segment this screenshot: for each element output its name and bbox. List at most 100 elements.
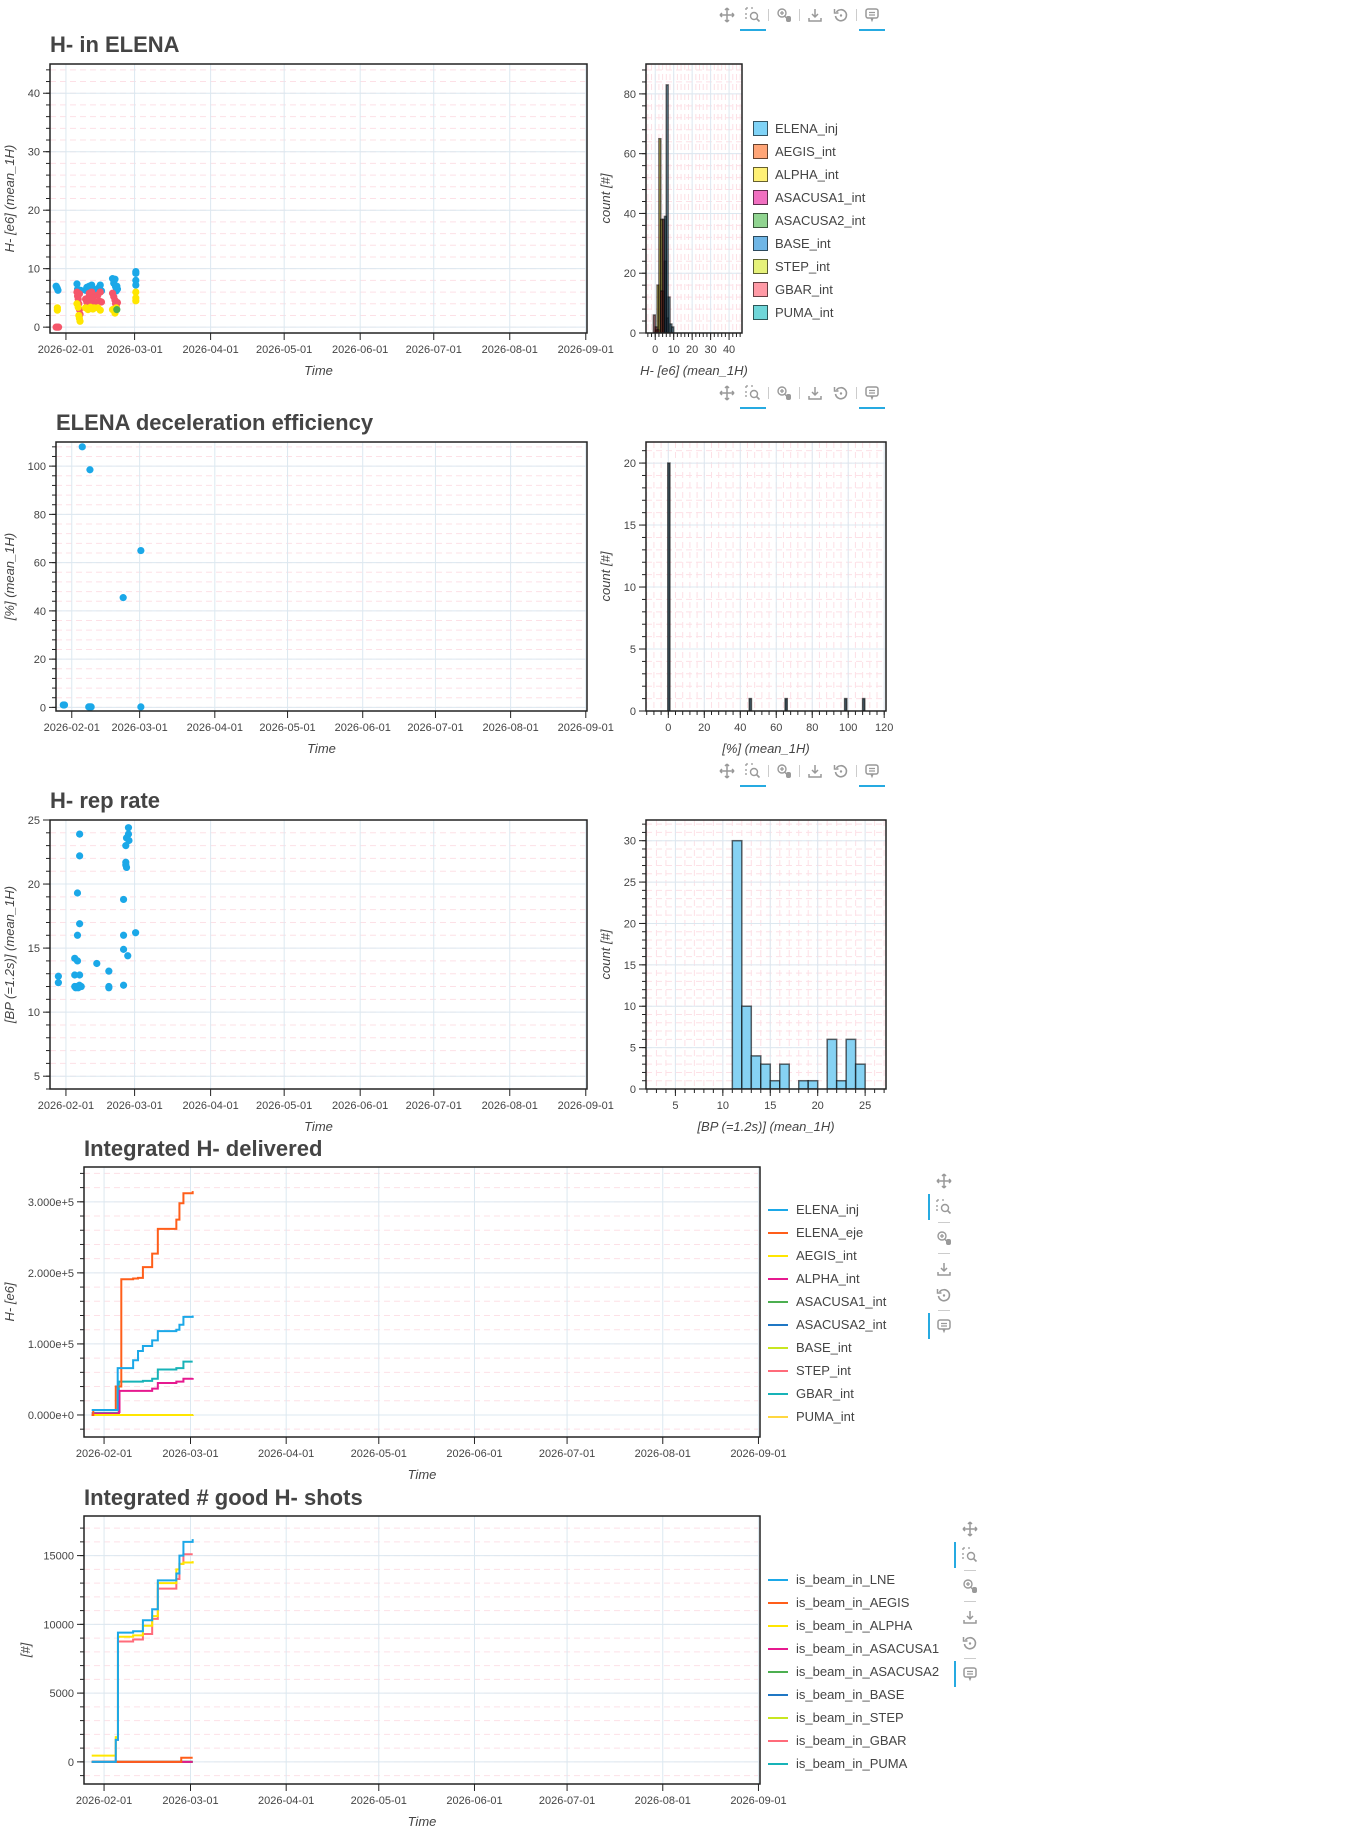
scatter-point-rep_rate-8 xyxy=(73,957,82,965)
box-zoom-tool-button[interactable] xyxy=(740,380,766,409)
x-tick-label: 2026-08-01 xyxy=(635,1795,691,1807)
legend-item-BASE_int[interactable]: BASE_int xyxy=(768,1336,886,1359)
wheel-zoom-icon xyxy=(963,1579,977,1593)
toolbar-separator xyxy=(768,387,769,399)
y-tick-label: 5 xyxy=(34,1071,40,1083)
chart-title-integrated-delivered: Integrated H- delivered xyxy=(84,1136,323,1161)
legend-item-ASACUSA1_int[interactable]: ASACUSA1_int xyxy=(753,186,865,209)
hover-tool-button[interactable] xyxy=(859,380,885,409)
y-axis-label: [%] (mean_1H) xyxy=(2,533,17,621)
legend-item-ELENA_eje[interactable]: ELENA_eje xyxy=(768,1221,886,1244)
box-zoom-tool-button[interactable] xyxy=(928,1194,957,1220)
save-tool-button[interactable] xyxy=(802,380,828,406)
y-tick-label: 10 xyxy=(624,1001,636,1013)
box-zoom-tool-button[interactable] xyxy=(740,2,766,31)
box-zoom-icon xyxy=(745,763,761,779)
hover-icon xyxy=(865,764,879,779)
x-tick-label: 2026-03-01 xyxy=(106,1100,162,1112)
scatter-point-ELENA_inj-31 xyxy=(132,281,140,289)
legend-item-PUMA_int[interactable]: PUMA_int xyxy=(753,301,865,324)
legend-item-is_beam_in_LNE[interactable]: is_beam_in_LNE xyxy=(768,1568,939,1591)
integrated-delivered-legend: ELENA_inj ELENA_eje AEGIS_int ALPHA_int ASAC… xyxy=(768,1198,886,1428)
legend-item-ALPHA_int[interactable]: ALPHA_int xyxy=(753,163,865,186)
wheel-zoom-tool-button[interactable] xyxy=(771,758,797,784)
legend-item-ASACUSA1_int[interactable]: ASACUSA1_int xyxy=(768,1290,886,1313)
y-axis-label: H- [e6] xyxy=(2,1282,17,1321)
chart-h-in-elena: 0 10 20 30 40 2026-02-01 2026-03-01 2026-04-01 2… xyxy=(2,63,614,378)
plot-marks xyxy=(91,1191,194,1416)
legend-item-GBAR_int[interactable]: GBAR_int xyxy=(768,1382,886,1405)
wheel-zoom-icon xyxy=(777,386,791,400)
legend-item-AEGIS_int[interactable]: AEGIS_int xyxy=(753,140,865,163)
y-tick-label: 20 xyxy=(34,654,46,666)
hover-tool-button[interactable] xyxy=(859,2,885,31)
x-axis-label: Time xyxy=(408,1467,437,1482)
legend-item-PUMA_int[interactable]: PUMA_int xyxy=(768,1405,886,1428)
scatter-point-rep_rate-6 xyxy=(73,931,82,939)
legend-item-is_beam_in_AEGIS[interactable]: is_beam_in_AEGIS xyxy=(768,1591,939,1614)
reset-tool-button[interactable] xyxy=(828,2,854,28)
legend-item-STEP_int[interactable]: STEP_int xyxy=(768,1359,886,1382)
legend-line xyxy=(768,1369,788,1372)
legend-item-is_beam_in_ALPHA[interactable]: is_beam_in_ALPHA xyxy=(768,1614,939,1637)
wheel-zoom-tool-button[interactable] xyxy=(771,2,797,28)
chart-integrated-delivered: 0.000e+0 1.000e+5 2.000e+5 3.000e+5 2026-02-… xyxy=(2,1166,787,1482)
legend-item-is_beam_in_PUMA[interactable]: is_beam_in_PUMA xyxy=(768,1752,939,1775)
hover-tool-button[interactable] xyxy=(954,1661,983,1687)
y-tick-label: 0 xyxy=(630,1084,636,1096)
legend-label: ALPHA_int xyxy=(796,1271,860,1286)
box-zoom-tool-button[interactable] xyxy=(740,758,766,787)
legend-item-AEGIS_int[interactable]: AEGIS_int xyxy=(768,1244,886,1267)
legend-label: GBAR_int xyxy=(775,282,833,297)
y-tick-label: 60 xyxy=(624,149,636,161)
hover-icon xyxy=(963,1667,977,1682)
pan-tool-button[interactable] xyxy=(931,1168,957,1194)
pan-tool-button[interactable] xyxy=(714,380,740,406)
scatter-point-ALPHA_int-17 xyxy=(132,288,140,296)
chart-rep-rate: 5 10 15 20 25 2026-02-01 2026-03-01 2026-04-01 2… xyxy=(2,815,614,1134)
chart-title-integrated-good-shots: Integrated # good H- shots xyxy=(84,1485,363,1510)
reset-tool-button[interactable] xyxy=(828,758,854,784)
save-tool-button[interactable] xyxy=(931,1256,957,1282)
legend-item-is_beam_in_ASACUSA2[interactable]: is_beam_in_ASACUSA2 xyxy=(768,1660,939,1683)
box-zoom-tool-button[interactable] xyxy=(954,1542,983,1568)
legend-item-is_beam_in_STEP[interactable]: is_beam_in_STEP xyxy=(768,1706,939,1729)
save-tool-button[interactable] xyxy=(802,2,828,28)
reset-tool-button[interactable] xyxy=(957,1630,983,1656)
legend-item-GBAR_int[interactable]: GBAR_int xyxy=(753,278,865,301)
y-tick-label: 30 xyxy=(28,147,40,159)
legend-item-ASACUSA2_int[interactable]: ASACUSA2_int xyxy=(753,209,865,232)
legend-swatch xyxy=(753,190,768,205)
legend-item-is_beam_in_ASACUSA1[interactable]: is_beam_in_ASACUSA1 xyxy=(768,1637,939,1660)
y-axis-label: H- [e6] (mean_1H) xyxy=(2,145,17,253)
hover-tool-button[interactable] xyxy=(859,758,885,787)
legend-item-is_beam_in_GBAR[interactable]: is_beam_in_GBAR xyxy=(768,1729,939,1752)
hover-tool-button[interactable] xyxy=(928,1313,957,1339)
scatter-point-ALPHA_int-19 xyxy=(132,297,140,305)
legend-item-ELENA_inj[interactable]: ELENA_inj xyxy=(768,1198,886,1221)
chart-integrated-good-shots: 0 5000 10000 15000 2026-02-01 2026-03-01 2026-… xyxy=(18,1515,787,1829)
pan-tool-button[interactable] xyxy=(714,758,740,784)
step-line-is_beam_in_AEGIS xyxy=(91,1756,193,1763)
save-tool-button[interactable] xyxy=(802,758,828,784)
plot-toolbar-4 xyxy=(928,1168,958,1339)
save-tool-button[interactable] xyxy=(957,1604,983,1630)
y-tick-label: 10 xyxy=(624,582,636,594)
reset-tool-button[interactable] xyxy=(828,380,854,406)
wheel-zoom-tool-button[interactable] xyxy=(931,1225,957,1251)
y-tick-label: 20 xyxy=(28,879,40,891)
legend-item-is_beam_in_BASE[interactable]: is_beam_in_BASE xyxy=(768,1683,939,1706)
pan-tool-button[interactable] xyxy=(714,2,740,28)
legend-item-ELENA_inj[interactable]: ELENA_inj xyxy=(753,117,865,140)
x-tick-label: 2026-05-01 xyxy=(351,1795,407,1807)
legend-item-ALPHA_int[interactable]: ALPHA_int xyxy=(768,1267,886,1290)
wheel-zoom-tool-button[interactable] xyxy=(957,1573,983,1599)
pan-tool-button[interactable] xyxy=(957,1516,983,1542)
reset-tool-button[interactable] xyxy=(931,1282,957,1308)
legend-item-STEP_int[interactable]: STEP_int xyxy=(753,255,865,278)
legend-item-ASACUSA2_int[interactable]: ASACUSA2_int xyxy=(768,1313,886,1336)
toolbar-separator xyxy=(938,1222,950,1223)
wheel-zoom-tool-button[interactable] xyxy=(771,380,797,406)
x-tick-label: 0 xyxy=(652,344,658,356)
legend-item-BASE_int[interactable]: BASE_int xyxy=(753,232,865,255)
